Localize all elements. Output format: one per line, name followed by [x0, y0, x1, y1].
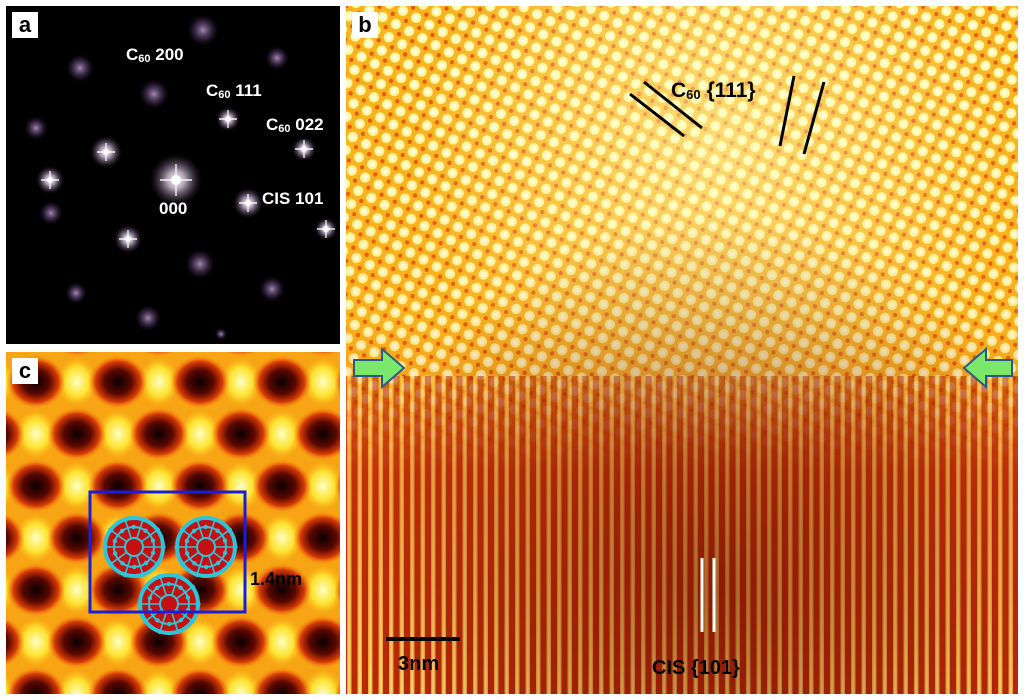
contrast-dark-site	[88, 355, 148, 409]
diffraction-spot	[215, 328, 227, 340]
contrast-dark-site	[334, 677, 340, 694]
contrast-bright-site	[57, 358, 97, 406]
label-c60-111-planes: C60 {111}	[671, 79, 756, 102]
contrast-bright-site	[303, 358, 340, 406]
contrast-bright-site	[303, 670, 340, 694]
contrast-dark-site	[293, 615, 340, 669]
panel-c-letter: c	[12, 358, 38, 384]
contrast-dark-site	[6, 459, 66, 513]
contrast-bright-site	[28, 352, 44, 354]
contrast-dark-site	[6, 616, 25, 668]
contrast-bright-site	[57, 566, 97, 614]
contrast-dark-site	[211, 407, 271, 461]
contrast-dark-site	[211, 615, 271, 669]
contrast-bright-site	[180, 618, 220, 666]
c60-plane-lines	[629, 75, 826, 155]
panel-b-letter: b	[352, 12, 378, 38]
diffraction-spot	[65, 282, 87, 304]
contrast-dark-site	[305, 352, 340, 357]
diffraction-spot	[39, 201, 63, 225]
contrast-bright-site	[221, 358, 261, 406]
c60-molecule-model	[137, 573, 201, 635]
label-c60-200: C60 200	[126, 45, 184, 65]
contrast-dark-site	[129, 407, 189, 461]
contrast-bright-site	[192, 352, 208, 354]
contrast-bright-site	[16, 514, 56, 562]
contrast-dark-site	[6, 408, 25, 460]
label-cis-101: CIS 101	[262, 189, 324, 208]
contrast-dark-site	[293, 407, 340, 461]
diffraction-spot	[187, 14, 219, 46]
label-origin-000: 000	[159, 199, 188, 218]
diffraction-spot	[139, 79, 169, 109]
contrast-dark-site	[47, 407, 107, 461]
diffraction-spot	[265, 46, 289, 70]
contrast-dark-site	[141, 352, 177, 357]
diffraction-spot	[259, 276, 285, 302]
contrast-dark-site	[293, 511, 340, 565]
contrast-bright-site	[262, 514, 302, 562]
contrast-bright-site	[98, 618, 138, 666]
diffraction-spot	[24, 116, 48, 140]
contrast-bright-site	[98, 410, 138, 458]
c60-molecule-model	[102, 516, 166, 578]
contrast-dark-site	[170, 459, 230, 513]
contrast-bright-site	[262, 618, 302, 666]
contrast-bright-site	[274, 352, 290, 354]
label-cis-101-planes: CIS {101}	[652, 657, 740, 679]
contrast-bright-site	[221, 670, 261, 694]
diffraction-spot	[66, 54, 94, 82]
contrast-dark-site	[88, 667, 148, 694]
contrast-dark-site	[6, 512, 25, 564]
label-c60-111: C60 111	[206, 81, 262, 101]
cell-scale-label: 1.4nm	[250, 569, 303, 589]
contrast-bright-site	[262, 410, 302, 458]
contrast-dark-site	[223, 352, 259, 357]
unit-cell-image	[6, 352, 340, 694]
contrast-dark-site	[334, 573, 340, 607]
contrast-bright-site	[139, 670, 179, 694]
contrast-bright-site	[221, 566, 261, 614]
interface-arrow-left	[353, 346, 406, 390]
diffraction-spot	[135, 305, 161, 331]
contrast-bright-site	[303, 566, 340, 614]
panel-a-diffraction: a C60 200 C60 111 C60 022 CIS 101 000	[6, 6, 340, 344]
contrast-bright-site	[110, 352, 126, 354]
contrast-dark-site	[170, 667, 230, 694]
panel-c-unit-cell: c 1.4nm	[6, 352, 340, 694]
cis-fringe-lines	[700, 558, 716, 632]
contrast-dark-site	[47, 511, 107, 565]
contrast-dark-site	[59, 352, 95, 357]
contrast-dark-site	[6, 667, 66, 694]
contrast-bright-site	[180, 410, 220, 458]
contrast-dark-site	[252, 563, 312, 617]
panel-b-hrtem: b C60 {111} CIS {101} 3nm	[346, 6, 1018, 694]
contrast-bright-site	[303, 462, 340, 510]
contrast-dark-site	[252, 459, 312, 513]
contrast-dark-site	[252, 667, 312, 694]
c60-molecule-model	[174, 516, 238, 578]
label-c60-022: C60 022	[266, 115, 324, 135]
interface-arrow-right	[962, 346, 1013, 390]
contrast-dark-site	[252, 355, 312, 409]
contrast-dark-site	[47, 615, 107, 669]
contrast-dark-site	[6, 563, 66, 617]
contrast-dark-site	[6, 352, 13, 356]
contrast-bright-site	[139, 358, 179, 406]
contrast-bright-site	[57, 670, 97, 694]
contrast-dark-site	[334, 469, 340, 503]
contrast-bright-site	[57, 462, 97, 510]
scale-label-3nm: 3nm	[398, 653, 440, 675]
diffraction-spot	[185, 249, 215, 279]
contrast-dark-site	[88, 459, 148, 513]
diffraction-pattern	[24, 14, 337, 340]
contrast-bright-site	[221, 462, 261, 510]
contrast-bright-site	[16, 410, 56, 458]
hrtem-image	[346, 6, 1018, 694]
contrast-bright-site	[16, 618, 56, 666]
contrast-dark-site	[170, 355, 230, 409]
contrast-bright-site	[139, 462, 179, 510]
contrast-dark-site	[334, 365, 340, 399]
panel-a-letter: a	[12, 12, 38, 38]
